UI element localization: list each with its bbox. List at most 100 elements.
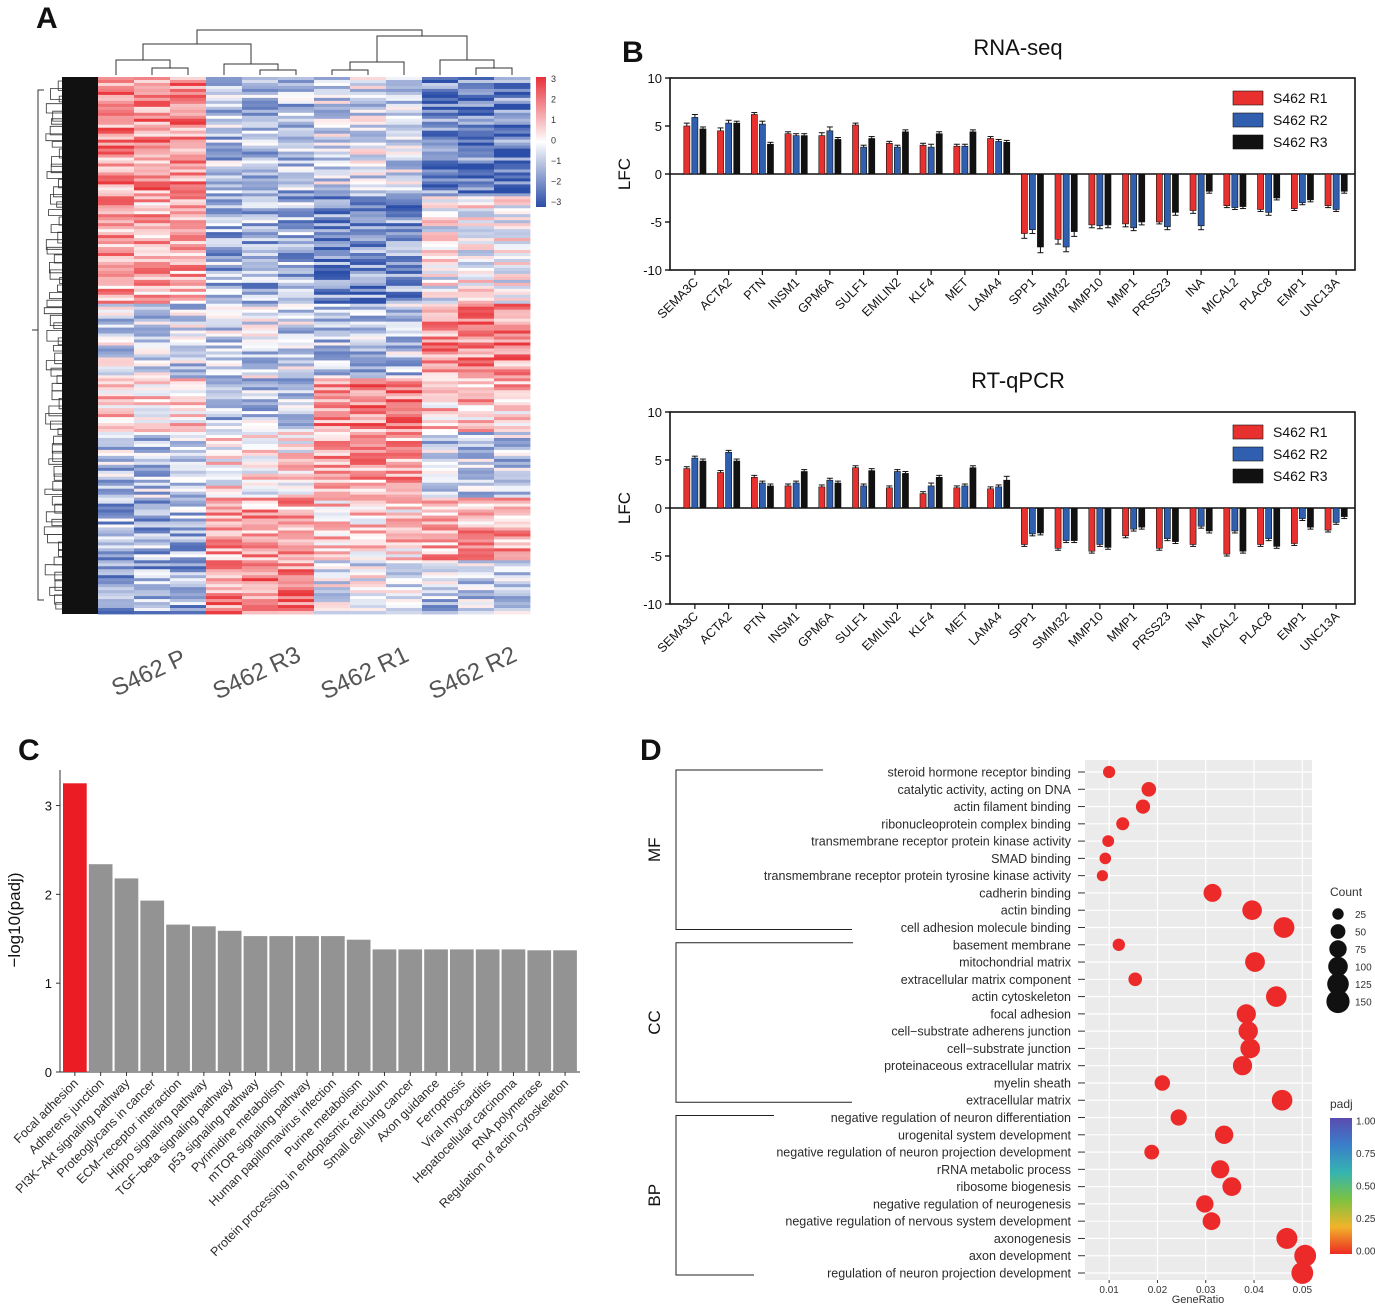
bar-s462-r1 xyxy=(1020,173,1028,234)
heatmap-cell xyxy=(206,333,243,337)
heatmap-cell xyxy=(494,378,531,382)
heatmap-cell xyxy=(242,190,279,194)
heatmap-cell xyxy=(206,402,243,406)
heatmap-cell xyxy=(98,345,135,349)
heatmap-cell xyxy=(98,608,135,612)
heatmap-cell xyxy=(98,593,135,597)
heatmap-cell xyxy=(386,530,423,534)
heatmap-cell xyxy=(350,273,387,278)
heatmap-cell xyxy=(98,551,135,555)
heatmap-cell xyxy=(278,151,315,155)
heatmap-cell xyxy=(242,244,279,248)
heatmap-cell xyxy=(278,253,315,257)
heatmap-cell xyxy=(350,154,387,158)
heatmap-cell xyxy=(134,178,171,182)
bar-s462-r3 xyxy=(935,476,943,509)
heatmap-cell xyxy=(134,485,171,490)
heatmap-cell xyxy=(242,593,279,597)
heatmap-cell xyxy=(170,506,207,510)
heatmap-cell xyxy=(242,461,279,466)
kegg-bar xyxy=(553,950,577,1072)
heatmap-cell xyxy=(386,417,423,421)
heatmap-cell xyxy=(458,539,495,543)
heatmap-cell xyxy=(314,351,351,355)
go-dot xyxy=(1276,1227,1298,1249)
heatmap-cell xyxy=(242,223,279,227)
heatmap-cell xyxy=(386,321,423,326)
heatmap-cell xyxy=(242,345,279,349)
heatmap-cell xyxy=(206,414,243,418)
kegg-ylabel: −log10(padj) xyxy=(5,873,24,968)
heatmap-cell xyxy=(98,494,135,499)
heatmap-cell xyxy=(278,399,315,403)
heatmap-cell xyxy=(170,455,207,460)
row-dendrogram-branch xyxy=(48,405,62,417)
heatmap-cell xyxy=(458,420,495,424)
heatmap-cell xyxy=(314,414,351,418)
heatmap-cell xyxy=(386,336,423,340)
heatmap-cell xyxy=(278,602,315,606)
bar-s462-r2 xyxy=(1029,173,1036,231)
bar-s462-r1 xyxy=(1257,507,1264,545)
padj-legend-label: 0.25 xyxy=(1356,1214,1375,1225)
heatmap-cell xyxy=(458,270,495,275)
heatmap-cell xyxy=(458,479,495,484)
heatmap-cell xyxy=(98,539,135,543)
heatmap-cell xyxy=(278,303,315,308)
bar-s462-r2 xyxy=(1231,507,1239,532)
heatmap-cell xyxy=(98,405,135,409)
heatmap-cell xyxy=(170,327,207,331)
heatmap-cell xyxy=(170,163,207,167)
heatmap-cell xyxy=(350,220,387,224)
heatmap-cell xyxy=(278,417,315,421)
heatmap-cell xyxy=(458,351,495,355)
heatmap-cell xyxy=(458,455,495,460)
heatmap-cell xyxy=(98,375,135,379)
heatmap-cell xyxy=(98,342,135,346)
heatmap-cell xyxy=(386,518,423,522)
heatmap-cell xyxy=(170,330,207,334)
heatmap-cell xyxy=(206,91,243,96)
heatmap-cell xyxy=(494,336,531,340)
heatmap-cell xyxy=(170,405,207,409)
heatmap-cell xyxy=(350,327,387,331)
heatmap-cell xyxy=(278,342,315,346)
heatmap-cell xyxy=(422,420,459,424)
heatmap-cell xyxy=(458,482,495,487)
heatmap-cell xyxy=(242,169,279,173)
heatmap-cell xyxy=(134,214,171,218)
heatmap-cell xyxy=(134,387,171,391)
heatmap-cell xyxy=(242,339,279,343)
heatmap-cell xyxy=(350,515,387,519)
heatmap-cell xyxy=(314,461,351,466)
heatmap-cell xyxy=(422,348,459,352)
heatmap-cell xyxy=(206,157,243,161)
heatmap-cell xyxy=(206,145,243,149)
heatmap-cell xyxy=(278,458,315,463)
heatmap-cell xyxy=(314,446,351,451)
heatmap-cell xyxy=(314,369,351,373)
heatmap-cell xyxy=(494,503,531,507)
heatmap-cell xyxy=(206,151,243,155)
heatmap-cell xyxy=(458,578,495,582)
heatmap-cell xyxy=(422,417,459,421)
go-xlabel: GeneRatio xyxy=(1172,1294,1225,1306)
heatmap-cell xyxy=(350,476,387,481)
rnaseq-ylabel: LFC xyxy=(615,158,634,190)
heatmap-cell xyxy=(206,318,243,323)
bar-s462-r3 xyxy=(733,122,741,175)
rtqpcr-ylabel: LFC xyxy=(615,492,634,524)
heatmap-cell xyxy=(98,548,135,552)
heatmap-cell xyxy=(386,288,423,293)
heatmap-cell xyxy=(278,432,315,436)
heatmap-cell xyxy=(422,318,459,323)
heatmap-cell xyxy=(278,288,315,293)
heatmap-cell xyxy=(314,82,351,87)
heatmap-cell xyxy=(458,566,495,570)
x-tick-label: MICAL2 xyxy=(1199,275,1241,317)
bar-s462-r2 xyxy=(1096,173,1104,227)
heatmap-cell xyxy=(350,497,387,502)
heatmap-cell xyxy=(98,596,135,600)
